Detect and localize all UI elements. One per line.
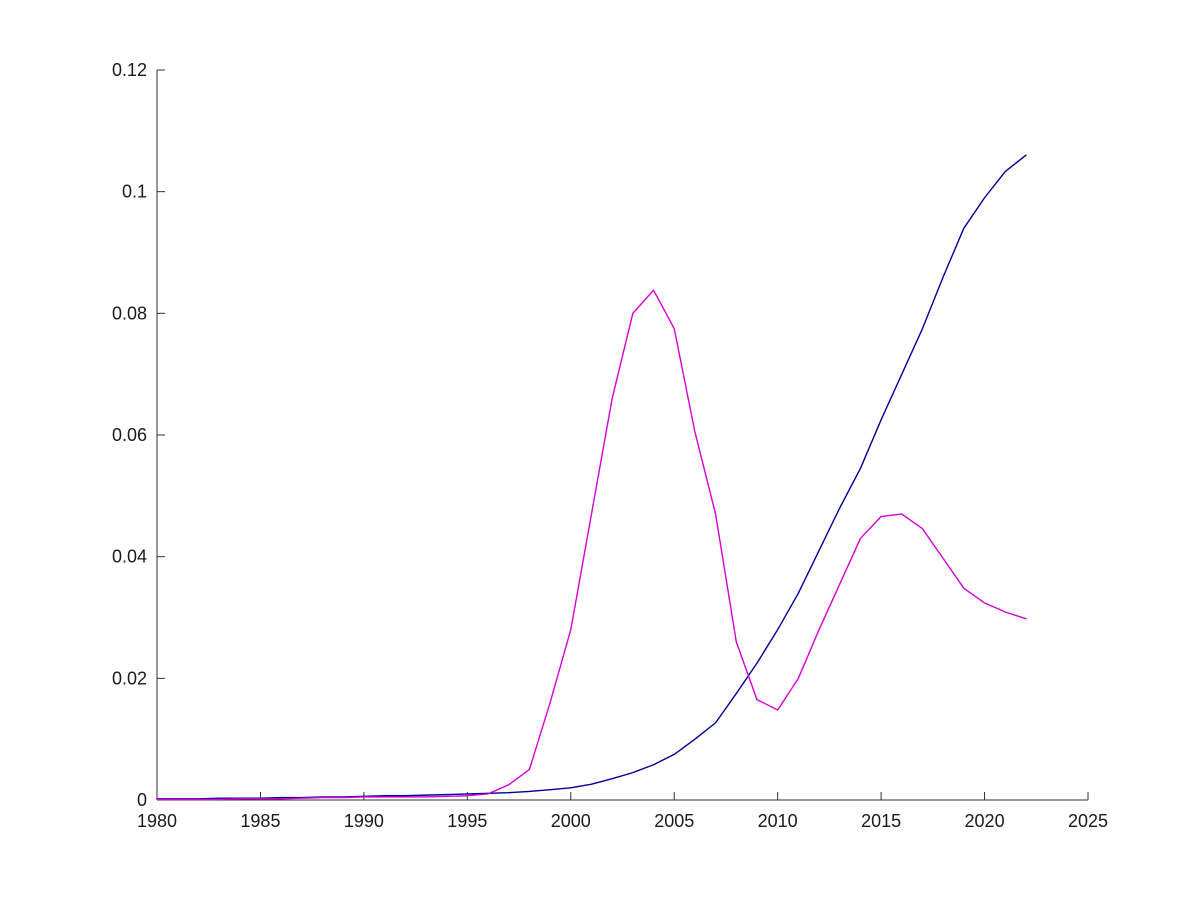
x-tick-label: 2000: [551, 811, 591, 831]
y-tick-label: 0: [137, 790, 147, 810]
x-tick-label: 1980: [137, 811, 177, 831]
x-tick-label: 2025: [1068, 811, 1108, 831]
y-tick-label: 0.12: [112, 60, 147, 80]
x-tick-label: 1985: [240, 811, 280, 831]
x-tick-label: 1990: [344, 811, 384, 831]
y-tick-label: 0.02: [112, 668, 147, 688]
y-tick-label: 0.06: [112, 425, 147, 445]
x-tick-label: 2005: [654, 811, 694, 831]
y-tick-label: 0.1: [122, 182, 147, 202]
x-tick-label: 2020: [965, 811, 1005, 831]
x-tick-label: 1995: [447, 811, 487, 831]
x-tick-label: 2015: [861, 811, 901, 831]
y-axis-ticks: 0 0.02 0.04 0.06 0.08 0.1 0.12: [112, 60, 165, 810]
y-tick-label: 0.04: [112, 547, 147, 567]
series-line-magenta: [156, 289, 1027, 801]
x-axis-ticks: 1980 1985 1990 1995 2000 2005 2010 2015 2020 2025: [137, 792, 1108, 831]
x-tick-label: 2010: [758, 811, 798, 831]
axes: [156, 70, 1088, 801]
series-lines: [156, 154, 1027, 801]
y-tick-label: 0.08: [112, 303, 147, 323]
series-line-blue: [156, 154, 1027, 800]
